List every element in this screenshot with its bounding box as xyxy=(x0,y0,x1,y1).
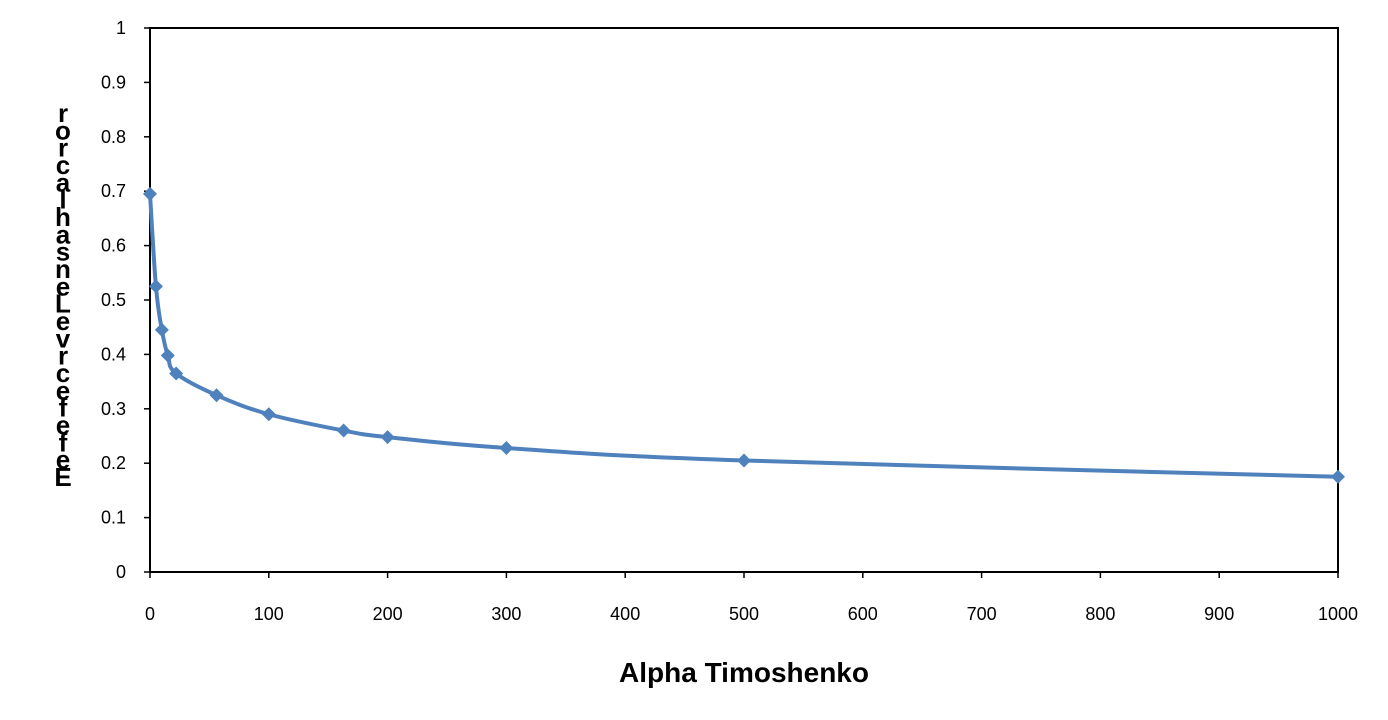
y-tick-label: 1 xyxy=(116,18,126,38)
y-tick-label: 0 xyxy=(116,562,126,582)
data-point-marker xyxy=(148,279,163,294)
y-axis-title-letter: o xyxy=(55,115,71,145)
x-tick-label: 500 xyxy=(729,604,759,624)
data-point-marker xyxy=(209,388,224,403)
y-axis-title-letter: r xyxy=(58,341,68,371)
y-axis-title-letter: c xyxy=(56,358,70,388)
y-axis-title-letter: e xyxy=(56,271,70,301)
y-axis-title-letter: f xyxy=(59,427,68,457)
y-axis-title-letter: e xyxy=(56,375,70,405)
data-point-marker xyxy=(143,186,157,201)
y-axis-title-letter: l xyxy=(59,185,66,215)
y-axis-title-letter: c xyxy=(56,150,70,180)
data-point-marker xyxy=(160,348,175,363)
series-layer xyxy=(143,186,1345,484)
x-tick-label: 900 xyxy=(1204,604,1234,624)
y-axis-title-letter: E xyxy=(54,462,71,492)
y-tick-label: 0.7 xyxy=(101,181,126,201)
data-point-marker xyxy=(499,440,514,455)
y-axis-ticks: 0 0.1 0.2 0.3 0.4 0.5 0.6 0.7 0.8 0.9 1 xyxy=(101,18,150,582)
data-point-marker xyxy=(380,430,395,445)
y-tick-label: 0.9 xyxy=(101,72,126,92)
x-tick-label: 100 xyxy=(254,604,284,624)
y-tick-label: 0.1 xyxy=(101,508,126,528)
x-tick-label: 1000 xyxy=(1318,604,1358,624)
x-axis-ticks: 0 100 200 300 400 500 600 700 800 900 1000 xyxy=(145,572,1358,624)
x-tick-label: 300 xyxy=(491,604,521,624)
x-tick-label: 600 xyxy=(848,604,878,624)
x-tick-label: 200 xyxy=(373,604,403,624)
y-axis-title-letter: s xyxy=(56,237,70,267)
y-axis-title-letter: a xyxy=(56,219,71,249)
y-axis-title-letter: L xyxy=(55,289,71,319)
x-tick-label: 400 xyxy=(610,604,640,624)
y-tick-label: 0.6 xyxy=(101,236,126,256)
plot-area xyxy=(149,27,1339,573)
data-point-marker xyxy=(336,423,351,438)
y-tick-label: 0.2 xyxy=(101,453,126,473)
y-axis-title-letter: e xyxy=(56,410,70,440)
y-axis-title-letter: r xyxy=(58,133,68,163)
x-tick-label: 0 xyxy=(145,604,155,624)
y-tick-label: 0.3 xyxy=(101,399,126,419)
data-point-marker xyxy=(1331,469,1345,484)
y-axis-title-letter: r xyxy=(58,98,68,128)
data-point-marker xyxy=(169,366,184,381)
data-point-marker xyxy=(154,322,169,337)
y-axis-title-letter: e xyxy=(56,445,70,475)
y-axis-title-letter: v xyxy=(56,323,71,353)
data-point-marker xyxy=(737,453,751,468)
x-axis-title: Alpha Timoshenko xyxy=(619,657,869,688)
x-tick-label: 700 xyxy=(967,604,997,624)
y-tick-label: 0.4 xyxy=(101,344,126,364)
y-axis-title-letter: n xyxy=(55,254,71,284)
y-tick-label: 0.8 xyxy=(101,127,126,147)
y-axis-title-letter: h xyxy=(55,202,71,232)
x-tick-label: 800 xyxy=(1085,604,1115,624)
y-axis-title-letter: e xyxy=(56,306,70,336)
y-axis-title-letter: f xyxy=(59,393,68,423)
y-axis-title-letter: a xyxy=(56,167,71,197)
data-point-marker xyxy=(261,407,276,422)
y-tick-label: 0.5 xyxy=(101,290,126,310)
